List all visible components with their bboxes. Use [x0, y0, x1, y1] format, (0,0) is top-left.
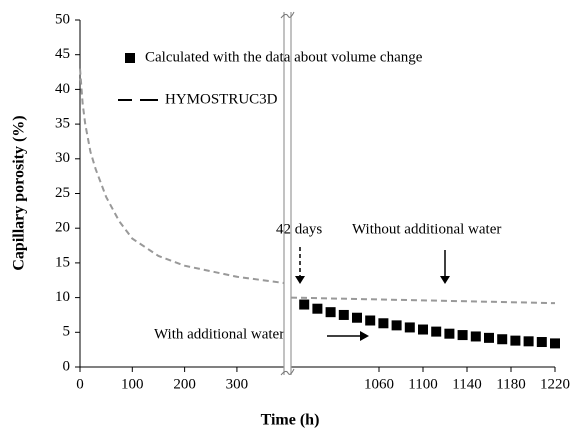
data-point [418, 324, 428, 335]
data-point [378, 318, 389, 329]
y-tick-label: 40 [55, 81, 70, 97]
y-tick-label: 45 [55, 46, 70, 62]
axis-break-squiggle [280, 368, 295, 376]
data-point [484, 332, 494, 343]
x-tick-label: 200 [173, 376, 196, 392]
data-point [510, 335, 521, 346]
y-tick-label: 30 [55, 150, 70, 166]
data-point [352, 312, 362, 323]
y-tick-label: 0 [63, 358, 71, 374]
y-tick-label: 25 [55, 185, 70, 201]
arrowhead [440, 276, 450, 284]
axis-break-squiggle [280, 11, 295, 19]
arrowhead [295, 276, 305, 284]
data-point [365, 315, 376, 326]
data-point [404, 322, 415, 333]
x-tick-label: 1180 [496, 376, 525, 392]
data-point [536, 337, 547, 348]
line [290, 296, 556, 305]
data-point [338, 309, 349, 320]
data-point [457, 330, 468, 341]
line [79, 68, 285, 285]
x-tick-label: 1060 [364, 376, 394, 392]
y-axis-label: Capillary porosity (%) [11, 115, 28, 270]
data-point [431, 326, 442, 337]
arrowhead [360, 331, 369, 341]
legend-marker [125, 53, 135, 63]
annotation: 42 days [276, 221, 322, 237]
data-point [391, 320, 402, 331]
data-point [497, 334, 508, 345]
y-tick-label: 35 [55, 116, 70, 132]
data-point [325, 307, 336, 318]
x-tick-label: 1100 [408, 376, 437, 392]
data-point [444, 328, 455, 339]
data-point [312, 303, 323, 314]
x-tick-label: 1140 [452, 376, 481, 392]
data-point [523, 336, 534, 347]
y-tick-label: 50 [55, 11, 70, 27]
annotation: With additional water [154, 326, 284, 342]
data-point [550, 338, 560, 349]
y-tick-label: 10 [55, 289, 70, 305]
y-tick-label: 15 [55, 254, 70, 270]
annotation: Without additional water [352, 221, 501, 237]
data-point [299, 299, 310, 310]
data-point [470, 331, 481, 342]
y-tick-label: 20 [55, 220, 70, 236]
x-tick-label: 300 [226, 376, 249, 392]
y-tick-label: 5 [63, 324, 71, 340]
x-tick-label: 1220 [540, 376, 570, 392]
x-axis-label: Time (h) [261, 412, 320, 429]
legend-label: HYMOSTRUC3D [165, 91, 278, 107]
x-tick-label: 100 [121, 376, 144, 392]
x-tick-label: 0 [76, 376, 84, 392]
legend-label: Calculated with the data about volume ch… [145, 49, 423, 65]
